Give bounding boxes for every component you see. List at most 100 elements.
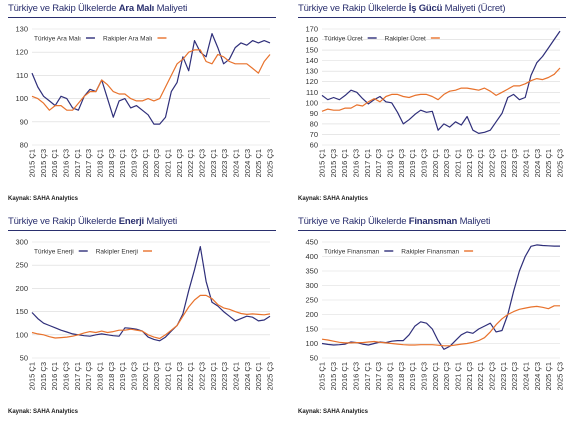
- x-tick-label: 2022 Ç3: [198, 362, 207, 390]
- y-tick-label: 350: [305, 267, 318, 276]
- x-tick-label: 2020 Ç1: [141, 362, 150, 390]
- x-tick-label: 2019 Ç3: [420, 362, 429, 390]
- x-tick-label: 2021 Ç3: [175, 362, 184, 390]
- x-tick-label: 2024 Ç1: [522, 362, 531, 390]
- y-tick-label: 110: [16, 71, 28, 80]
- series-line-rakipler: [31, 49, 271, 111]
- x-tick-label: 2017 Ç3: [84, 149, 93, 177]
- x-tick-label: 2015 Ç3: [329, 149, 338, 177]
- legend-label: Türkiye Finansman: [324, 249, 380, 256]
- series-line-turkiye: [31, 246, 271, 342]
- x-tick-label: 2021 Ç1: [164, 149, 173, 177]
- x-tick-label: 2020 Ç3: [442, 149, 451, 177]
- x-tick-label: 2019 Ç3: [130, 149, 139, 177]
- chart-panel-finansman: Türkiye ve Rakip Ülkelerde Finansman Mal…: [298, 216, 566, 421]
- legend-label: Türkiye Ücret: [324, 35, 363, 43]
- x-tick-label: 2023 Ç3: [220, 362, 229, 390]
- x-tick-label: 2018 Ç3: [397, 149, 406, 177]
- x-tick-label: 2022 Ç3: [488, 149, 497, 177]
- y-tick-label: 50: [310, 354, 318, 363]
- title-divider: [298, 17, 566, 18]
- x-tick-label: 2019 Ç1: [408, 362, 417, 390]
- x-tick-label: 2025 Ç3: [266, 362, 275, 390]
- y-tick-label: 90: [310, 109, 318, 118]
- source-note: Kaynak: SAHA Analytics: [8, 196, 78, 202]
- title-divider: [8, 17, 276, 18]
- x-tick-label: 2024 Ç1: [522, 149, 531, 177]
- x-tick-label: 2019 Ç1: [118, 362, 127, 390]
- y-tick-label: 50: [20, 354, 28, 363]
- y-tick-label: 170: [305, 25, 318, 34]
- y-tick-label: 100: [15, 330, 28, 339]
- x-tick-label: 2018 Ç1: [386, 362, 395, 390]
- x-tick-label: 2024 Ç1: [232, 362, 241, 390]
- y-tick-label: 200: [15, 284, 28, 293]
- x-tick-label: 2017 Ç3: [374, 149, 383, 177]
- chart-title: Türkiye ve Rakip Ülkelerde Ara Malı Mali…: [8, 3, 188, 14]
- y-tick-label: 130: [15, 25, 28, 34]
- x-tick-label: 2023 Ç3: [220, 149, 229, 177]
- x-tick-label: 2017 Ç3: [374, 362, 383, 390]
- x-tick-label: 2021 Ç1: [454, 149, 463, 177]
- y-tick-label: 110: [306, 88, 318, 97]
- x-tick-label: 2015 Ç1: [28, 149, 37, 177]
- x-tick-label: 2021 Ç3: [175, 149, 184, 177]
- x-tick-label: 2017 Ç1: [363, 362, 372, 390]
- y-tick-label: 450: [305, 238, 318, 247]
- x-tick-label: 2016 Ç3: [352, 149, 361, 177]
- x-tick-label: 2018 Ç1: [386, 149, 395, 177]
- y-tick-label: 80: [20, 141, 28, 150]
- x-tick-label: 2023 Ç3: [510, 362, 519, 390]
- y-tick-label: 70: [310, 130, 318, 139]
- series-line-rakipler: [321, 305, 560, 347]
- x-tick-label: 2022 Ç1: [476, 362, 485, 390]
- y-tick-label: 130: [305, 67, 318, 76]
- source-note: Kaynak: SAHA Analytics: [8, 409, 78, 415]
- x-tick-label: 2016 Ç1: [340, 149, 349, 177]
- chart-title: Türkiye ve Rakip Ülkelerde Finansman Mal…: [298, 216, 491, 227]
- y-tick-label: 60: [310, 141, 318, 150]
- x-tick-label: 2019 Ç3: [130, 362, 139, 390]
- y-tick-label: 120: [15, 48, 28, 57]
- y-tick-label: 160: [305, 35, 318, 44]
- x-tick-label: 2025 Ç1: [544, 149, 553, 177]
- x-tick-label: 2019 Ç1: [408, 149, 417, 177]
- legend-label: Rakipler Ara Malı: [103, 36, 153, 43]
- x-tick-label: 2018 Ç1: [96, 149, 105, 177]
- legend-label: Rakipler Finansman: [401, 249, 459, 256]
- x-tick-label: 2021 Ç1: [164, 362, 173, 390]
- x-tick-label: 2016 Ç3: [62, 149, 71, 177]
- x-tick-label: 2022 Ç3: [488, 362, 497, 390]
- x-tick-label: 2018 Ç3: [397, 362, 406, 390]
- x-tick-label: 2019 Ç1: [118, 149, 127, 177]
- legend-label: Rakipler Ücret: [385, 35, 426, 43]
- title-divider: [8, 230, 276, 231]
- x-tick-label: 2020 Ç3: [152, 149, 161, 177]
- series-line-rakipler: [31, 294, 271, 340]
- y-tick-label: 100: [305, 98, 318, 107]
- chart-panel-enerji: Türkiye ve Rakip Ülkelerde Enerji Maliye…: [8, 216, 276, 421]
- y-tick-label: 100: [305, 339, 318, 348]
- chart-title: Türkiye ve Rakip Ülkelerde İş Gücü Maliy…: [298, 3, 506, 14]
- x-tick-label: 2015 Ç1: [28, 362, 37, 390]
- x-tick-label: 2024 Ç3: [243, 362, 252, 390]
- x-tick-label: 2016 Ç1: [50, 149, 59, 177]
- y-tick-label: 250: [305, 296, 318, 305]
- y-tick-label: 200: [305, 310, 318, 319]
- legend-label: Türkiye Enerji: [34, 249, 74, 256]
- x-tick-label: 2020 Ç3: [442, 362, 451, 390]
- x-tick-label: 2020 Ç1: [431, 149, 440, 177]
- x-tick-label: 2024 Ç3: [533, 362, 542, 390]
- series-line-turkiye: [31, 33, 271, 125]
- x-tick-label: 2020 Ç1: [141, 149, 150, 177]
- legend-label: Rakipler Enerji: [96, 249, 138, 256]
- x-tick-label: 2020 Ç1: [431, 362, 440, 390]
- x-tick-label: 2025 Ç1: [544, 362, 553, 390]
- y-tick-label: 250: [15, 261, 28, 270]
- x-tick-label: 2023 Ç1: [499, 149, 508, 177]
- y-tick-label: 150: [15, 307, 28, 316]
- x-tick-label: 2025 Ç3: [266, 149, 275, 177]
- chart-panel-ara-mali: Türkiye ve Rakip Ülkelerde Ara Malı Mali…: [8, 3, 276, 208]
- x-tick-label: 2018 Ç3: [107, 362, 116, 390]
